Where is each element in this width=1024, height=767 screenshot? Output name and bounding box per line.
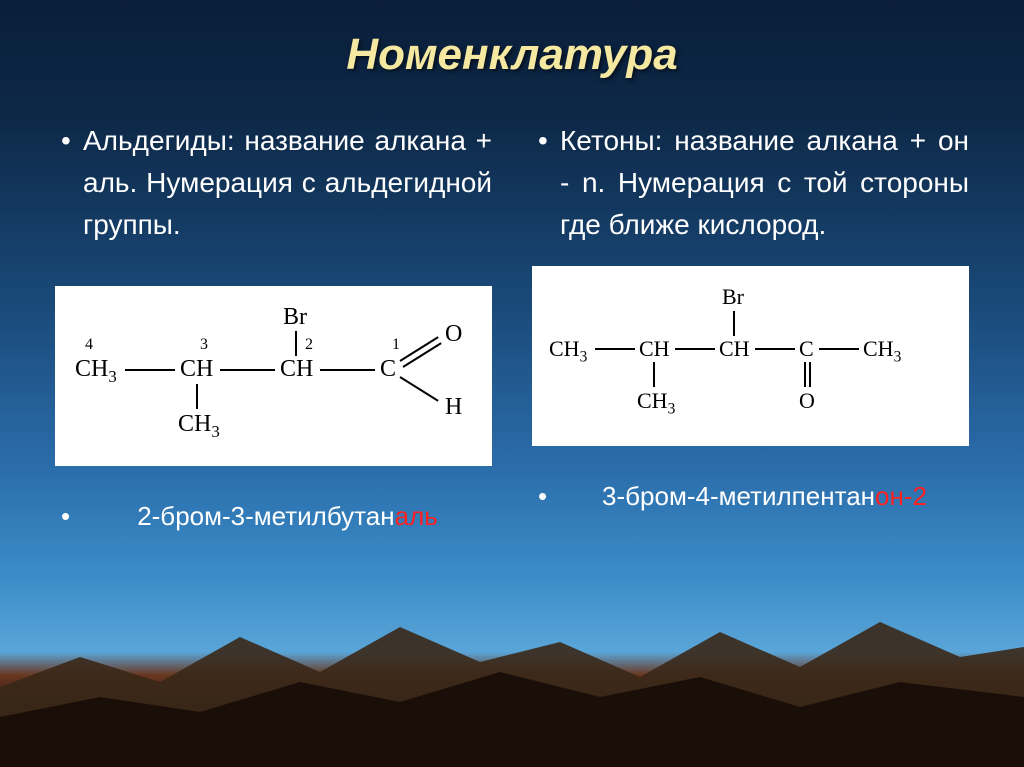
r-ch-3: CH [719, 336, 750, 362]
left-caption: 2-бром-3-метилбутаналь [55, 501, 492, 532]
num-2: 2 [305, 336, 313, 354]
left-formula: 4 3 2 1 CH3 CH CH C Br [70, 306, 477, 446]
slide-title: Номенклатура [55, 30, 969, 80]
columns-container: Альдегиды: название алкана + аль. Нумера… [55, 120, 969, 532]
atom-o: O [445, 321, 462, 348]
right-caption-prefix: 3-бром-4-метилпентан [602, 481, 875, 511]
bond-2 [220, 369, 275, 371]
atom-ch3-bottom: CH3 [178, 411, 220, 442]
atom-ch3-left: CH3 [75, 356, 117, 387]
bond-1 [125, 369, 175, 371]
left-formula-box: 4 3 2 1 CH3 CH CH C Br [55, 286, 492, 466]
left-bullet: Альдегиды: название алкана + аль. Нумера… [55, 120, 492, 246]
r-bond-co-2 [809, 362, 811, 387]
right-bullet: Кетоны: название алкана + он - n. Нумера… [532, 120, 969, 246]
r-bond-br [733, 311, 735, 336]
right-formula: CH3 CH CH C CH3 Br CH3 [547, 286, 954, 426]
r-bond-ch3b [653, 362, 655, 387]
r-bond-2 [675, 348, 715, 350]
bond-br [295, 331, 297, 356]
left-column: Альдегиды: название алкана + аль. Нумера… [55, 120, 492, 532]
r-bond-3 [755, 348, 795, 350]
right-caption-suffix: он-2 [875, 481, 927, 511]
right-column: Кетоны: название алкана + он - n. Нумера… [532, 120, 969, 532]
r-bond-1 [595, 348, 635, 350]
r-ch3-b: CH3 [637, 388, 675, 418]
r-ch-2: CH [639, 336, 670, 362]
r-ch3-1: CH3 [549, 336, 587, 366]
atom-br: Br [283, 304, 307, 331]
r-br: Br [722, 284, 744, 310]
slide-content: Номенклатура Альдегиды: название алкана … [0, 0, 1024, 767]
r-ch3-5: CH3 [863, 336, 901, 366]
num-3: 3 [200, 336, 208, 354]
right-caption: 3-бром-4-метилпентанон-2 [532, 481, 969, 512]
left-caption-prefix: 2-бром-3-метилбутан [137, 501, 394, 531]
r-c: C [799, 336, 814, 362]
atom-h: H [445, 394, 462, 421]
bond-3 [320, 369, 375, 371]
num-1: 1 [392, 336, 400, 354]
r-bond-co-1 [804, 362, 806, 387]
bond-ch3b [196, 384, 198, 409]
bond-ch [399, 376, 438, 402]
left-caption-suffix: аль [395, 501, 438, 531]
right-formula-box: CH3 CH CH C CH3 Br CH3 [532, 266, 969, 446]
atom-c: C [380, 356, 396, 383]
num-4: 4 [85, 336, 93, 354]
r-o: O [799, 388, 815, 414]
atom-ch-2: CH [280, 356, 313, 383]
r-bond-4 [819, 348, 859, 350]
atom-ch-3: CH [180, 356, 213, 383]
